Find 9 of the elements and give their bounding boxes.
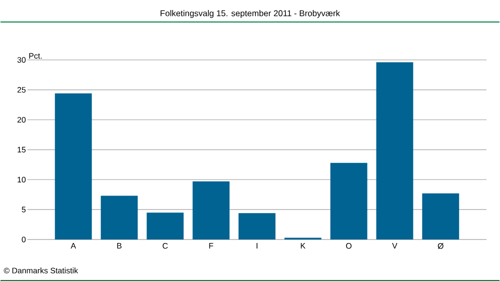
bar [330, 162, 368, 240]
bar [146, 212, 184, 240]
bar [238, 212, 276, 240]
bar [100, 196, 138, 240]
bar [192, 181, 230, 240]
chart-title: Folketingsvalg 15. september 2011 - Brobyværk [160, 10, 340, 18]
bar [376, 62, 414, 240]
bar [54, 93, 92, 240]
bar [422, 193, 460, 240]
